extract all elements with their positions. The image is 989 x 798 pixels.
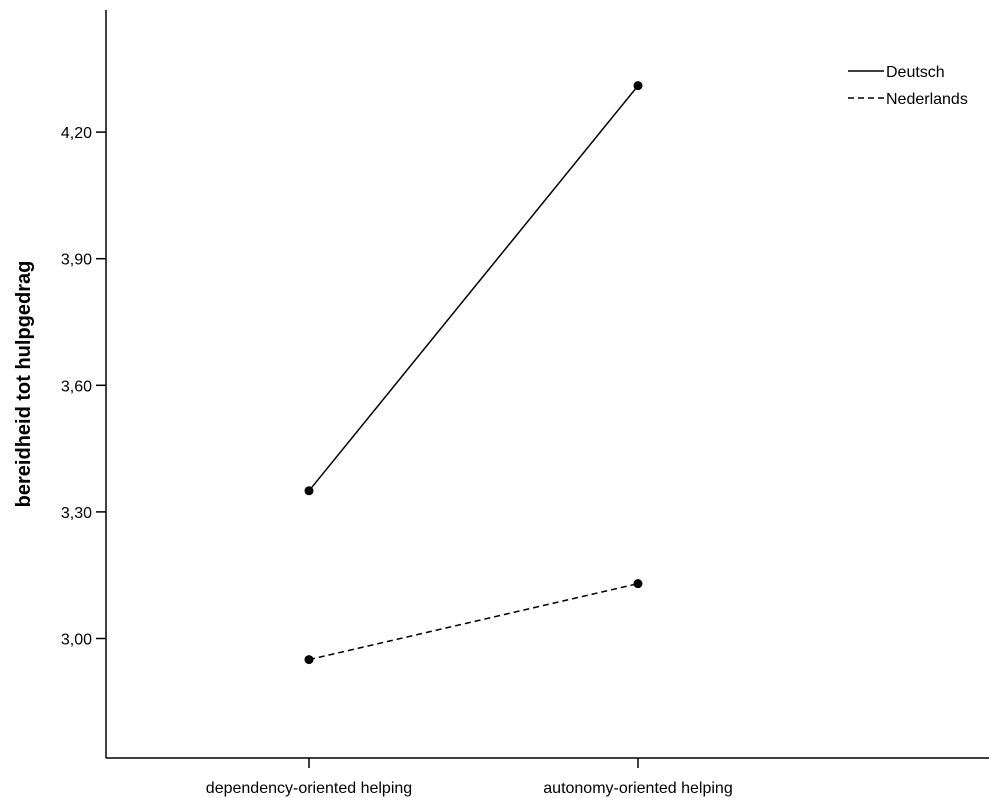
legend-label-nederlands: Nederlands [886, 91, 968, 108]
y-tick-label: 3,30 [61, 505, 92, 522]
y-tick-label: 3,60 [61, 378, 92, 395]
series-lines [304, 81, 643, 665]
x-tick-label: dependency-oriented helping [206, 780, 412, 797]
data-point-deutsch [633, 81, 643, 91]
x-ticks: dependency-oriented helping autonomy-orie… [206, 758, 733, 797]
x-tick-label: autonomy-oriented helping [543, 780, 732, 797]
data-point-nederlands [633, 579, 643, 589]
series-line-deutsch [308, 85, 639, 492]
series-line-nederlands [308, 582, 639, 661]
data-point-nederlands [304, 655, 314, 665]
y-tick-label: 4,20 [61, 125, 92, 142]
y-ticks: 3,00 3,30 3,60 3,90 4,20 [61, 125, 106, 649]
y-tick-label: 3,00 [61, 632, 92, 649]
legend-label-deutsch: Deutsch [886, 64, 945, 81]
data-point-deutsch [304, 486, 314, 496]
y-axis-title: bereidheid tot hulpgedrag [13, 261, 35, 508]
y-tick-label: 3,90 [61, 252, 92, 269]
legend: Deutsch Nederlands [848, 64, 968, 108]
